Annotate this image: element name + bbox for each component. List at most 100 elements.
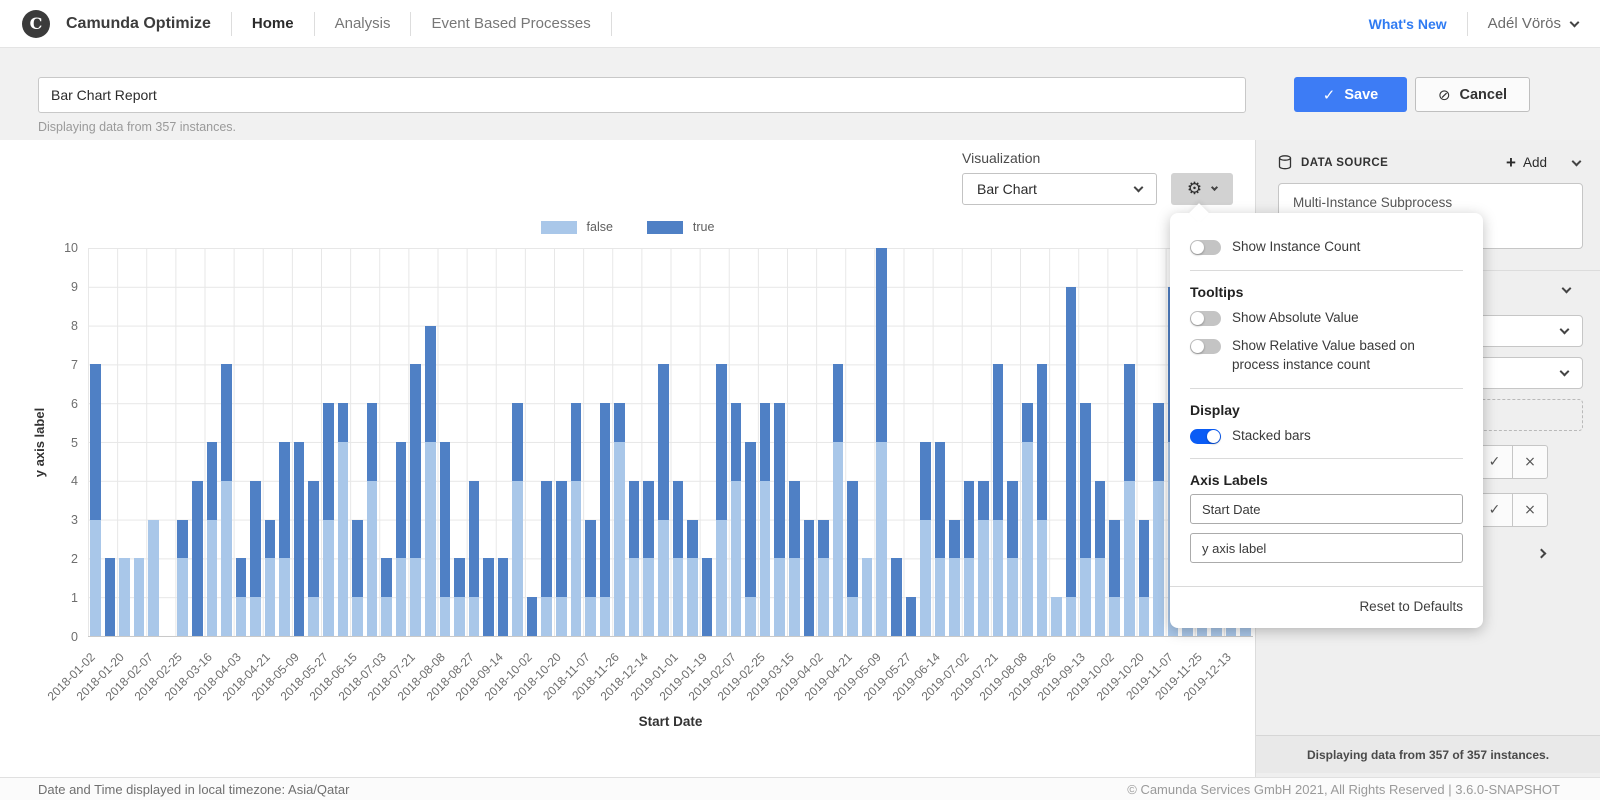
stacked-bar[interactable] (292, 248, 307, 636)
stacked-bars-toggle[interactable] (1190, 428, 1221, 444)
stacked-bar[interactable] (1093, 248, 1108, 636)
stacked-bar[interactable] (1005, 248, 1020, 636)
stacked-bar[interactable] (918, 248, 933, 636)
stacked-bar[interactable] (612, 248, 627, 636)
stacked-bar[interactable] (394, 248, 409, 636)
stacked-bar[interactable] (976, 248, 991, 636)
stacked-bar[interactable] (263, 248, 278, 636)
stacked-bar[interactable] (845, 248, 860, 636)
report-name-input[interactable] (38, 77, 1246, 113)
stacked-bar[interactable] (554, 248, 569, 636)
stacked-bar[interactable] (539, 248, 554, 636)
stacked-bar[interactable] (219, 248, 234, 636)
stacked-bar[interactable] (103, 248, 118, 636)
stacked-bar[interactable] (627, 248, 642, 636)
stacked-bar[interactable] (496, 248, 511, 636)
add-data-source-button[interactable]: + Add (1506, 154, 1547, 171)
stacked-bar[interactable] (904, 248, 919, 636)
stacked-bar[interactable] (598, 248, 613, 636)
collapse-section-icon[interactable] (1571, 156, 1582, 166)
stacked-bar[interactable] (671, 248, 686, 636)
stacked-bar[interactable] (336, 248, 351, 636)
stacked-bar[interactable] (1137, 248, 1152, 636)
stacked-bar[interactable] (1151, 248, 1166, 636)
stacked-bar[interactable] (408, 248, 423, 636)
bar-segment-false (745, 597, 756, 636)
stacked-bar[interactable] (1035, 248, 1050, 636)
chart-settings-button[interactable]: ⚙ (1171, 173, 1233, 205)
stacked-bar[interactable] (175, 248, 190, 636)
stacked-bar[interactable] (772, 248, 787, 636)
stacked-bar[interactable] (277, 248, 292, 636)
stacked-bar[interactable] (1107, 248, 1122, 636)
stacked-bar[interactable] (306, 248, 321, 636)
stacked-bar[interactable] (481, 248, 496, 636)
stacked-bar[interactable] (1078, 248, 1093, 636)
stacked-bar[interactable] (365, 248, 380, 636)
stacked-bar[interactable] (350, 248, 365, 636)
stacked-bar[interactable] (860, 248, 875, 636)
stacked-bar[interactable] (1064, 248, 1079, 636)
stacked-bar[interactable] (146, 248, 161, 636)
stacked-bar[interactable] (248, 248, 263, 636)
stacked-bar[interactable] (656, 248, 671, 636)
show-instance-count-toggle[interactable] (1190, 240, 1221, 255)
stacked-bar[interactable] (641, 248, 656, 636)
stacked-bar[interactable] (190, 248, 205, 636)
stacked-bar[interactable] (132, 248, 147, 636)
user-menu[interactable]: Adél Vörös (1488, 15, 1580, 32)
stacked-bar[interactable] (933, 248, 948, 636)
stacked-bar[interactable] (758, 248, 773, 636)
stacked-bar[interactable] (1049, 248, 1064, 636)
stacked-bar[interactable] (714, 248, 729, 636)
stacked-bar[interactable] (1020, 248, 1035, 636)
stacked-bar[interactable] (161, 248, 176, 636)
stacked-bar[interactable] (379, 248, 394, 636)
remove-button[interactable]: × (1512, 445, 1548, 479)
legend-item-false[interactable]: false (540, 220, 613, 234)
nav-item-event-based-processes[interactable]: Event Based Processes (431, 15, 591, 32)
save-button[interactable]: ✓ Save (1294, 77, 1407, 112)
bar-segment-true (395, 442, 407, 559)
stacked-bar[interactable] (889, 248, 904, 636)
show-relative-value-toggle[interactable] (1190, 338, 1221, 354)
stacked-bar[interactable] (831, 248, 846, 636)
remove-button[interactable]: × (1512, 493, 1548, 527)
stacked-bar[interactable] (423, 248, 438, 636)
stacked-bar[interactable] (991, 248, 1006, 636)
stacked-bar[interactable] (787, 248, 802, 636)
stacked-bar[interactable] (816, 248, 831, 636)
stacked-bar[interactable] (205, 248, 220, 636)
stacked-bar[interactable] (467, 248, 482, 636)
stacked-bar[interactable] (583, 248, 598, 636)
nav-item-analysis[interactable]: Analysis (334, 15, 391, 32)
nav-item-home[interactable]: Home (251, 15, 294, 32)
whats-new-link[interactable]: What's New (1368, 15, 1447, 32)
stacked-bar[interactable] (438, 248, 453, 636)
bar-segment-true (614, 403, 625, 442)
stacked-bar[interactable] (569, 248, 584, 636)
cancel-button[interactable]: ⊘ Cancel (1415, 77, 1530, 112)
legend-item-true[interactable]: true (646, 220, 714, 234)
stacked-bar[interactable] (117, 248, 132, 636)
stacked-bar[interactable] (962, 248, 977, 636)
stacked-bar[interactable] (525, 248, 540, 636)
stacked-bar[interactable] (700, 248, 715, 636)
x-axis-label-input[interactable] (1190, 494, 1463, 525)
show-absolute-value-toggle[interactable] (1190, 310, 1221, 326)
stacked-bar[interactable] (1122, 248, 1137, 636)
stacked-bar[interactable] (88, 248, 103, 636)
reset-to-defaults-button[interactable]: Reset to Defaults (1359, 599, 1463, 615)
stacked-bar[interactable] (947, 248, 962, 636)
stacked-bar[interactable] (743, 248, 758, 636)
visualization-select[interactable]: Bar Chart (962, 173, 1157, 205)
stacked-bar[interactable] (234, 248, 249, 636)
y-axis-label-input[interactable] (1190, 533, 1463, 564)
stacked-bar[interactable] (802, 248, 817, 636)
stacked-bar[interactable] (729, 248, 744, 636)
stacked-bar[interactable] (510, 248, 525, 636)
stacked-bar[interactable] (685, 248, 700, 636)
stacked-bar[interactable] (874, 248, 889, 636)
stacked-bar[interactable] (452, 248, 467, 636)
stacked-bar[interactable] (321, 248, 336, 636)
